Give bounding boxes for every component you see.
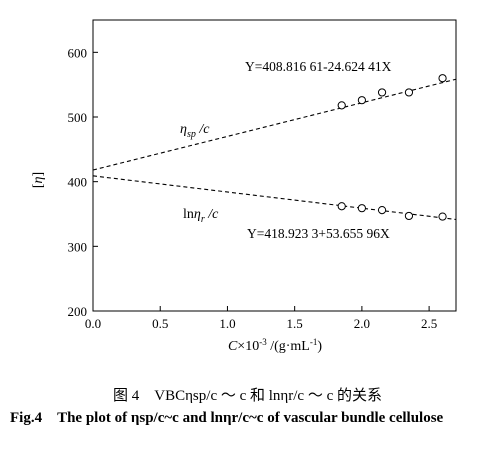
y-tick-label: 500	[68, 110, 88, 125]
fit-equation-r: Y=418.923 3+53.655 96X	[247, 226, 390, 241]
data-point-series-0	[357, 96, 366, 105]
caption-chinese-text: 图 4 VBCηsp/c ～ c 和 lnηr/c ～ c 的关系	[113, 388, 382, 404]
chart: 0.0 0.5 1.0 1.5 2.0 2.5 200 300 400 500 600 ηsp /c…	[31, 19, 457, 354]
y-tick-label: 600	[68, 45, 88, 60]
x-axis-label: C×10-3 /(g·mL-1)	[228, 337, 322, 354]
caption-english: Fig.4 The plot of ηsp/c~c and lnηr/c~c o…	[10, 408, 490, 428]
data-point-series-0	[377, 88, 387, 97]
data-point-series-1	[404, 211, 414, 221]
data-point-series-1	[377, 206, 387, 215]
series-label-sp: ηsp /c	[180, 122, 210, 140]
fit-equation-sp: Y=408.816 61-24.624 41X	[245, 59, 392, 74]
fit-line-series-0	[92, 78, 457, 171]
data-point-series-0	[337, 101, 346, 110]
x-tick-label: 1.5	[287, 316, 303, 331]
y-tick-label: 200	[68, 304, 88, 319]
data-point-series-0	[438, 74, 447, 83]
tick-labels: 0.0 0.5 1.0 1.5 2.0 2.5 200 300 400 500 600	[68, 45, 438, 331]
data-point-series-1	[357, 204, 366, 213]
series-label-r: lnηr /c	[183, 207, 219, 225]
axis-ticks	[92, 51, 430, 312]
y-tick-label: 400	[68, 175, 88, 190]
x-tick-label: 0.5	[152, 316, 168, 331]
y-tick-label: 300	[68, 239, 88, 254]
plot-frame	[92, 19, 457, 312]
x-tick-label: 0.0	[85, 316, 101, 331]
data-point-series-0	[404, 88, 414, 97]
x-tick-label: 2.0	[354, 316, 370, 331]
data-points	[337, 74, 447, 221]
x-tick-label: 2.5	[421, 316, 437, 331]
caption-chinese: 图 4 VBCηsp/c ～ c 和 lnηr/c ～ c 的关系	[0, 384, 495, 405]
data-point-series-1	[438, 212, 447, 221]
data-point-series-1	[337, 202, 346, 211]
caption-english-text: Fig.4 The plot of ηsp/c~c and lnηr/c~c o…	[10, 410, 444, 426]
y-axis-label: [η]	[31, 172, 46, 188]
fit-lines	[92, 78, 457, 221]
fit-line-series-1	[92, 175, 457, 221]
x-tick-label: 1.0	[219, 316, 235, 331]
